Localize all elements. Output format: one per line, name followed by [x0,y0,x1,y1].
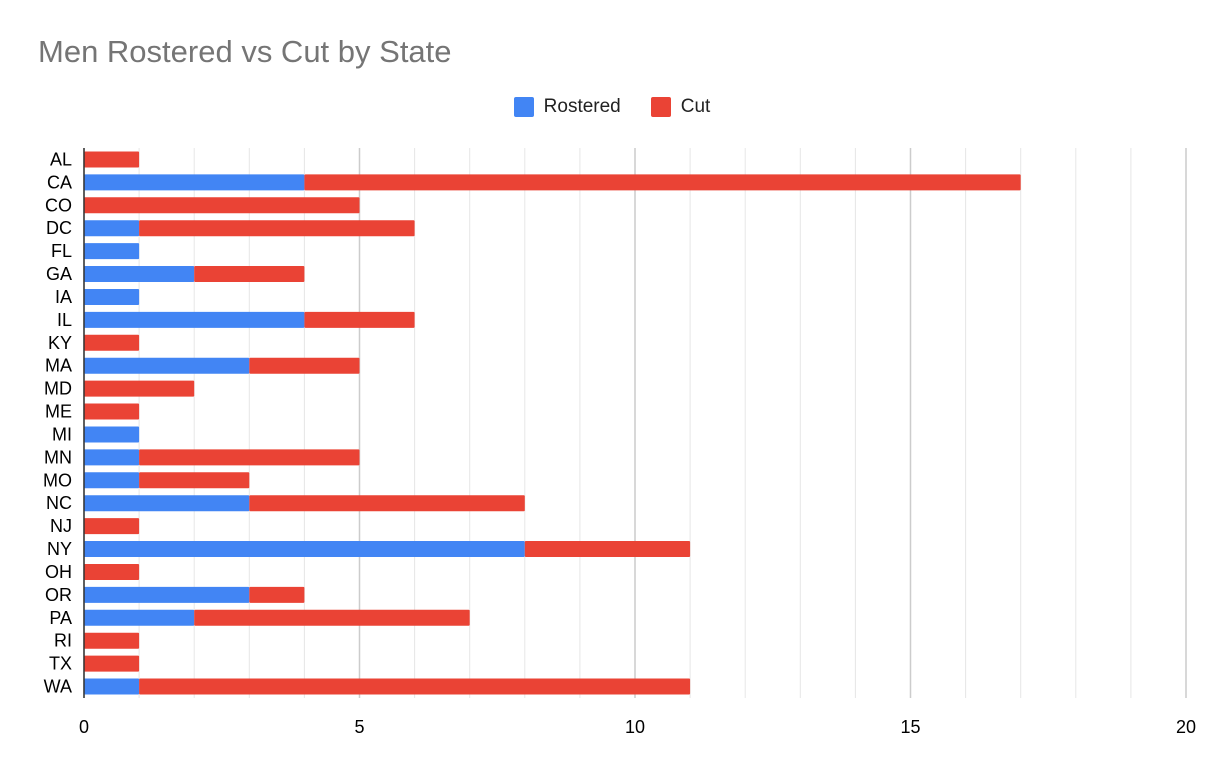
bar-rostered-il [84,311,305,328]
bar-cut-ri [84,632,140,649]
bar-cut-me [84,403,140,420]
bar-rostered-ny [84,541,525,558]
legend-swatch-cut [650,97,671,117]
legend-item-rostered[interactable]: Rostered [513,96,621,118]
bar-cut-tx [84,655,140,672]
bar-rostered-mn [84,449,140,466]
bar-rostered-ca [84,174,305,191]
y-tick-label: KY [48,333,72,353]
bar-cut-ga [194,266,305,283]
y-tick-label: TX [49,654,72,674]
bar-cut-il [304,311,415,328]
bar-rostered-ga [84,266,195,283]
bar-rostered-dc [84,220,140,237]
legend-swatch-rostered [513,97,534,117]
bar-rostered-pa [84,609,195,626]
y-tick-label: PA [49,608,72,628]
y-tick-label: MA [45,356,72,376]
bar-cut-al [84,151,140,168]
y-tick-label: MN [44,447,72,467]
y-tick-label: NY [47,539,72,559]
y-tick-label: RI [54,631,72,651]
x-tick-label: 15 [900,717,920,737]
legend-label-rostered: Rostered [543,96,621,117]
bar-cut-nc [249,495,525,512]
bar-rostered-mo [84,472,140,489]
y-tick-label: MO [43,470,72,490]
y-tick-label: OR [45,585,72,605]
bar-cut-pa [194,609,470,626]
y-tick-label: CA [47,172,72,192]
bar-cut-wa [139,678,691,695]
x-tick-label: 20 [1176,717,1196,737]
bar-cut-nj [84,518,140,535]
bar-rostered-ia [84,288,140,305]
y-tick-label: IA [55,287,72,307]
y-tick-label: MD [44,379,72,399]
y-tick-label: GA [46,264,72,284]
bar-cut-oh [84,563,140,580]
bar-cut-ma [249,357,360,374]
y-tick-label: IL [57,310,72,330]
legend-label-cut: Cut [680,96,711,117]
bar-rostered-nc [84,495,250,512]
bar-rostered-or [84,586,250,603]
chart-title: Men Rostered vs Cut by State [38,34,452,69]
bar-cut-mo [139,472,250,489]
bar-cut-dc [139,220,415,237]
bar-rostered-mi [84,426,140,443]
y-tick-label: NC [46,493,72,513]
bar-rostered-ma [84,357,250,374]
bar-rostered-wa [84,678,140,695]
y-tick-label: MI [52,424,72,444]
bar-cut-or [249,586,305,603]
y-tick-label: CO [45,195,72,215]
x-tick-label: 0 [79,717,89,737]
y-tick-label: DC [46,218,72,238]
y-tick-label: WA [44,677,72,697]
bar-cut-co [84,197,360,214]
legend-item-cut[interactable]: Cut [650,96,711,118]
y-tick-label: NJ [50,516,72,536]
bar-cut-ky [84,334,140,351]
y-tick-label: FL [51,241,72,261]
bar-cut-md [84,380,195,397]
bar-cut-ny [524,541,691,558]
legend: Rostered Cut [0,96,1224,118]
y-tick-label: ME [45,402,72,422]
x-tick-label: 5 [354,717,364,737]
bar-cut-mn [139,449,360,466]
bar-cut-ca [304,174,1021,191]
x-tick-label: 10 [625,717,645,737]
y-tick-label: AL [50,149,72,169]
bar-rostered-fl [84,243,140,260]
y-tick-label: OH [45,562,72,582]
